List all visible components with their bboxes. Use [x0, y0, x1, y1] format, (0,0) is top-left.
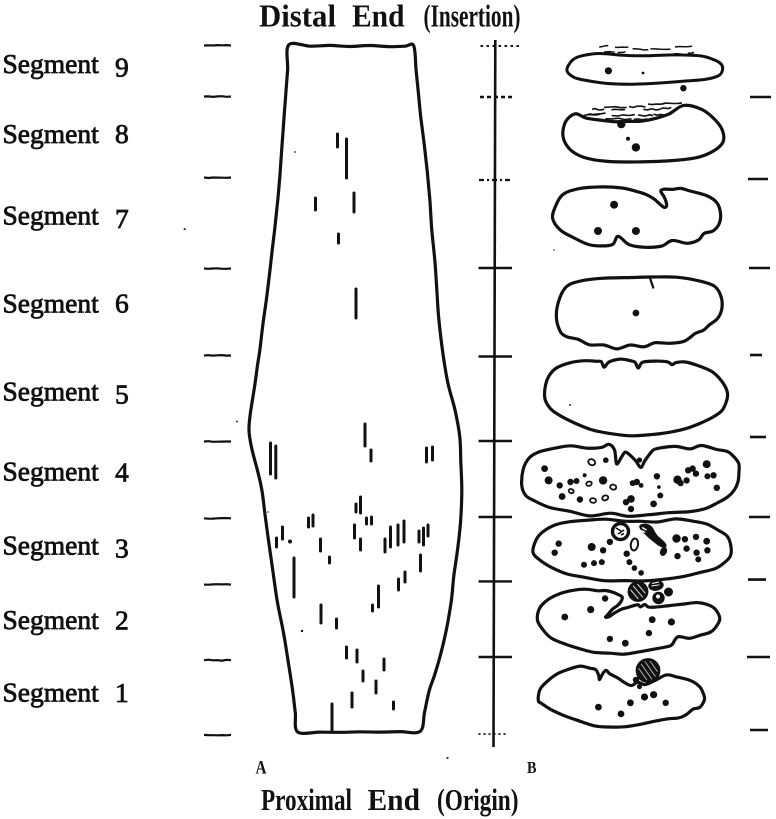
svg-text:Segment: Segment	[3, 288, 100, 319]
svg-text:Segment: Segment	[3, 376, 100, 407]
svg-text:End: End	[352, 0, 405, 33]
svg-text:4: 4	[115, 457, 129, 488]
svg-text:Segment: Segment	[3, 200, 100, 231]
svg-text:B: B	[527, 758, 537, 777]
svg-text:7: 7	[115, 203, 129, 234]
svg-text:Segment: Segment	[3, 456, 100, 487]
svg-text:1: 1	[115, 677, 129, 708]
svg-text:2: 2	[115, 605, 129, 636]
svg-text:Segment: Segment	[3, 677, 100, 708]
svg-text:A: A	[256, 758, 267, 779]
svg-text:(Origin): (Origin)	[437, 782, 519, 817]
svg-text:5: 5	[115, 379, 129, 410]
svg-text:6: 6	[115, 288, 129, 319]
svg-text:Segment: Segment	[3, 530, 100, 561]
svg-text:Segment: Segment	[3, 48, 100, 79]
svg-text:Distal: Distal	[259, 0, 336, 33]
svg-text:8: 8	[115, 118, 129, 149]
svg-text:End: End	[368, 782, 421, 817]
svg-text:9: 9	[115, 52, 129, 83]
svg-text:Proximal: Proximal	[261, 782, 352, 817]
svg-text:(Insertion): (Insertion)	[424, 0, 521, 33]
svg-text:Segment: Segment	[3, 118, 100, 149]
svg-text:3: 3	[115, 533, 129, 564]
svg-text:Segment: Segment	[3, 604, 100, 635]
